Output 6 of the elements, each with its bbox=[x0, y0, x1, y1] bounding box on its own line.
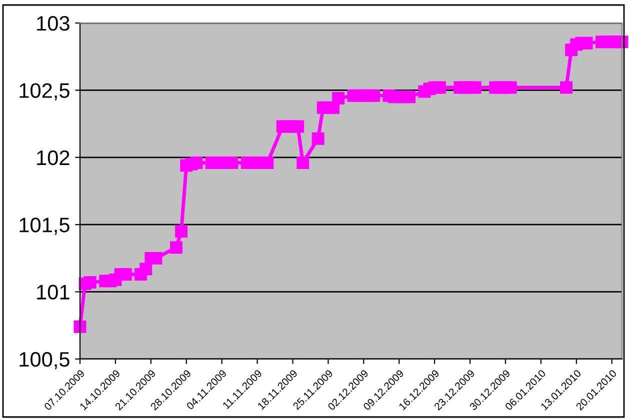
y-tick-label: 102,5 bbox=[20, 83, 70, 100]
y-tick-label: 101 bbox=[37, 284, 70, 300]
y-tick-label: 100,5 bbox=[20, 352, 70, 370]
y-tick-label: 102 bbox=[37, 150, 70, 166]
y-tick-label: 101,5 bbox=[20, 218, 70, 235]
y-tick-label: 103 bbox=[37, 16, 70, 31]
